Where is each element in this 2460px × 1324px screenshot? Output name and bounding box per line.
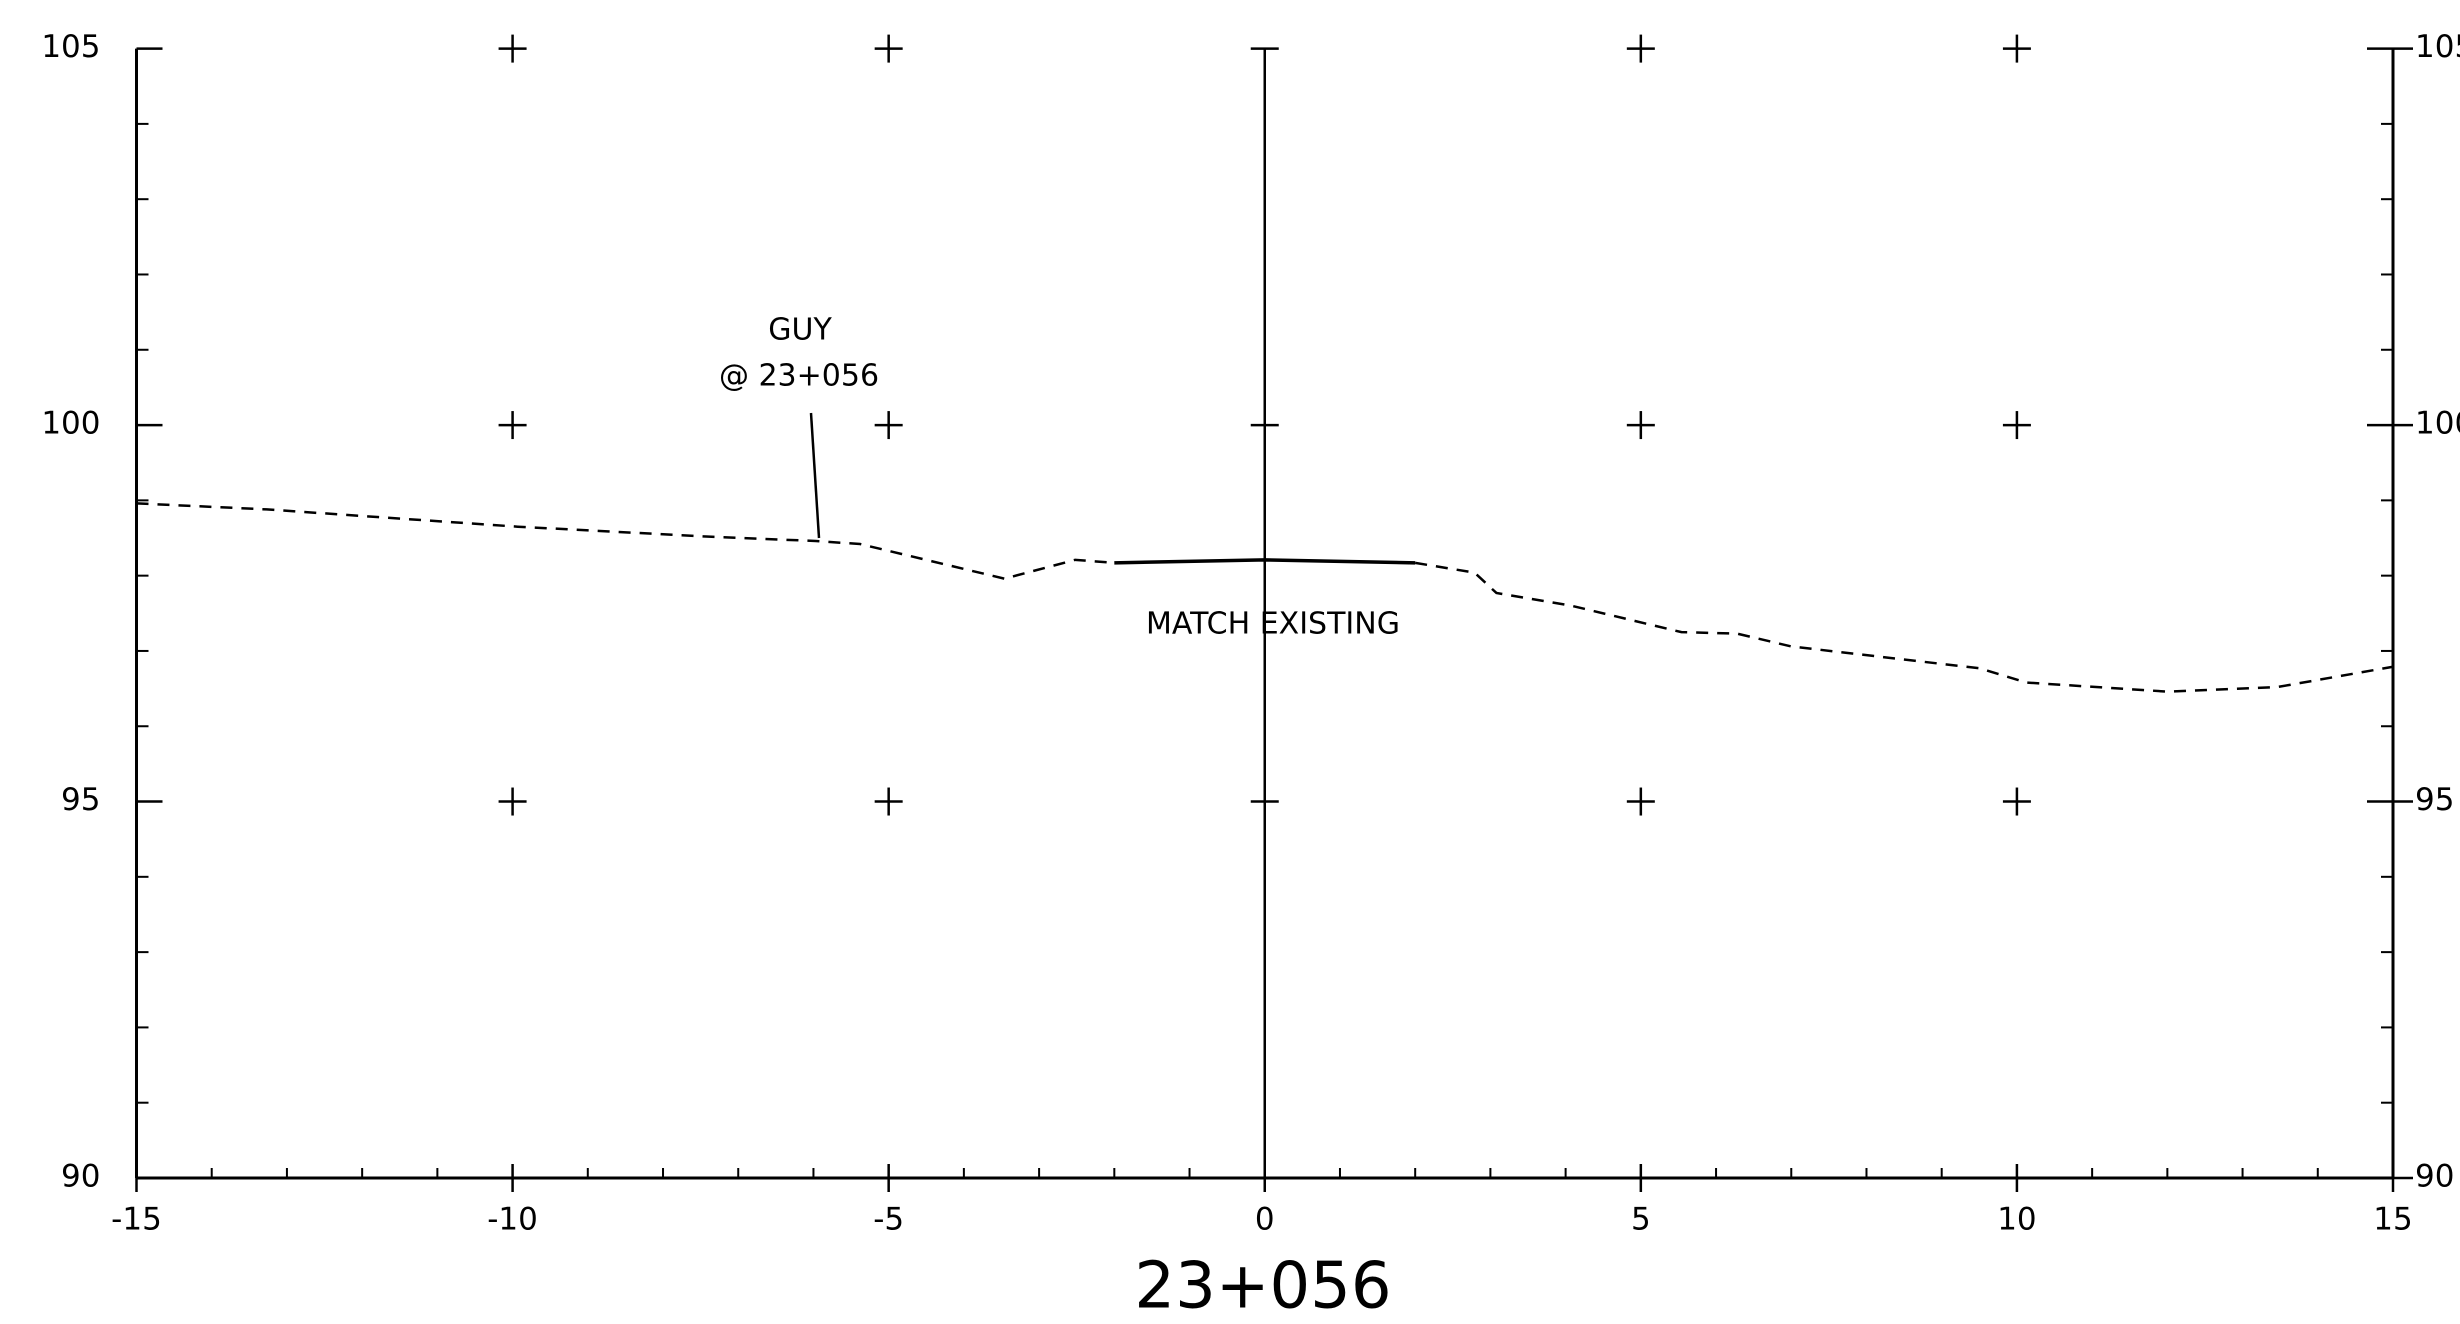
x-tick-label: -5 [873, 1202, 904, 1238]
proposed-grade [1114, 558, 1416, 565]
y2-tick-label: 100 [2415, 406, 2460, 442]
x-tick-label: 15 [2373, 1202, 2412, 1238]
leader-line [809, 412, 821, 539]
x-tick-label: 5 [1631, 1202, 1651, 1238]
y-tick-label: 105 [41, 29, 100, 65]
y2-tick-label: 95 [2415, 782, 2454, 818]
annotation: @ 23+056 [719, 359, 879, 394]
existing-ground [136, 502, 1115, 580]
y-tick-label: 95 [61, 782, 100, 818]
y-tick-label: 90 [61, 1159, 100, 1195]
y-tick-label: 100 [41, 406, 100, 442]
annotation: GUY [768, 313, 832, 348]
x-tick-label: -15 [111, 1202, 162, 1238]
chart-title: 23+056 [1134, 1250, 1391, 1324]
y2-tick-label: 90 [2415, 1159, 2454, 1195]
x-tick-label: -10 [487, 1202, 538, 1238]
existing-ground [1414, 561, 2394, 693]
x-tick-label: 0 [1255, 1202, 1275, 1238]
y2-tick-label: 105 [2415, 29, 2460, 65]
annotation: MATCH EXISTING [1146, 607, 1400, 642]
x-tick-label: 10 [1997, 1202, 2036, 1238]
